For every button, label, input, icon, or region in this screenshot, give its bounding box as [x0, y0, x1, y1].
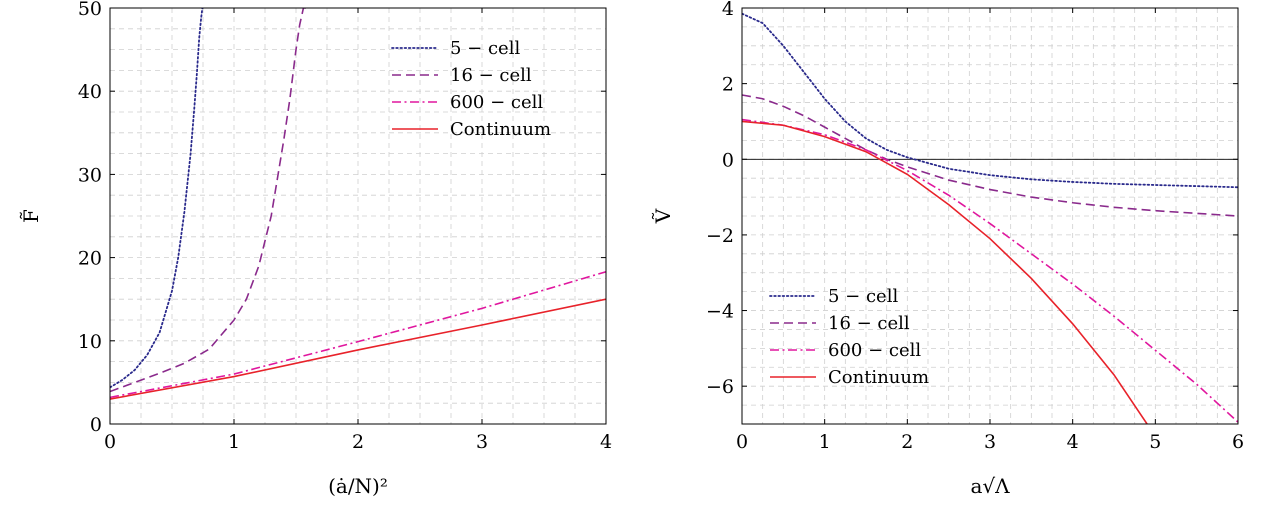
y-axis-label: F̃ — [19, 209, 43, 223]
y-tick-label: 0 — [90, 414, 102, 436]
legend-entry: 16 − cell — [450, 65, 532, 86]
x-tick-label: 1 — [819, 431, 831, 453]
series-line-0 — [742, 12, 1238, 189]
x-tick-label: 0 — [736, 431, 748, 453]
series-line-3 — [742, 120, 1148, 424]
legend-entry: 600 − cell — [450, 92, 543, 113]
y-tick-label: 2 — [722, 74, 734, 96]
x-tick-label: 3 — [476, 431, 488, 453]
y-tick-label: −4 — [706, 301, 734, 323]
series-line-1 — [742, 94, 1238, 217]
y-tick-label: 50 — [78, 0, 102, 20]
x-tick-label: 1 — [228, 431, 240, 453]
series-line-3 — [110, 298, 606, 400]
x-tick-label: 2 — [352, 431, 364, 453]
chart-potential: 0 1 2 3 4 5 6 −6 −4 −2 0 2 4 a√Λ Ṽ 5 − cell 16 − cell 600… — [651, 0, 1244, 498]
y-tick-label: −2 — [706, 225, 734, 247]
x-axis-label: a√Λ — [970, 474, 1010, 498]
series-line-0 — [110, 8, 204, 389]
y-tick-label: 30 — [78, 164, 102, 186]
y-tick-label: 0 — [722, 149, 734, 171]
y-tick-label: −6 — [706, 376, 734, 398]
grid — [110, 8, 606, 424]
legend-entry: 600 − cell — [828, 340, 921, 361]
legend: 5 − cell 16 − cell 600 − cell Continuum — [769, 286, 929, 388]
x-tick-label: 2 — [901, 431, 913, 453]
y-tick-label: 4 — [722, 0, 734, 20]
legend-entry: 16 − cell — [828, 313, 910, 334]
y-tick-label: 10 — [78, 331, 102, 353]
x-axis-label: (ȧ/N)² — [328, 474, 388, 498]
legend: 5 − cell 16 − cell 600 − cell Continuum — [391, 38, 551, 140]
x-tick-label: 5 — [1149, 431, 1161, 453]
y-tick-label: 20 — [78, 248, 102, 270]
x-tick-label: 4 — [1067, 431, 1079, 453]
legend-entry: Continuum — [828, 367, 929, 388]
series-line-2 — [742, 118, 1238, 423]
legend-entry: 5 − cell — [828, 286, 898, 307]
x-tick-label: 0 — [104, 431, 116, 453]
grid — [742, 8, 1238, 424]
x-tick-label: 4 — [600, 431, 612, 453]
series-line-1 — [110, 8, 306, 393]
x-tick-label: 3 — [984, 431, 996, 453]
legend-entry: Continuum — [450, 119, 551, 140]
series-line-2 — [110, 270, 606, 399]
legend-entry: 5 − cell — [450, 38, 520, 59]
x-tick-label: 6 — [1232, 431, 1244, 453]
y-axis-label: Ṽ — [651, 208, 675, 224]
y-tick-label: 40 — [78, 81, 102, 103]
